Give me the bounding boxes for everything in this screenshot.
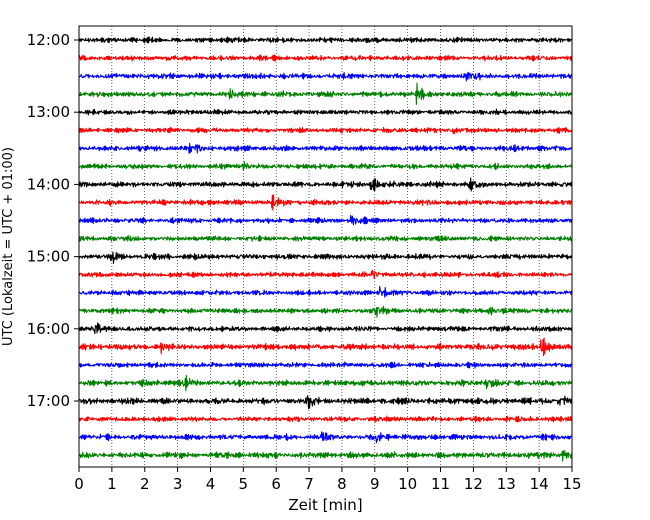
x-tick-label: 10 (398, 475, 417, 493)
x-tick-label: 7 (304, 475, 314, 493)
trace-line (78, 337, 573, 357)
trace-line (78, 234, 573, 242)
y-tick-label: 16:00 (27, 320, 70, 338)
x-tick-label: 15 (562, 475, 581, 493)
trace-line (78, 415, 573, 423)
x-tick-label: 5 (239, 475, 249, 493)
y-tick-label: 17:00 (27, 392, 70, 410)
trace-line (78, 108, 573, 116)
trace-line (78, 142, 573, 154)
x-tick-label: 3 (173, 475, 183, 493)
x-tick-label: 1 (107, 475, 117, 493)
y-tick-label: 13:00 (27, 103, 70, 121)
y-axis-ticks: 12:00 13:00 14:00 15:00 16:00 17:00 (27, 31, 79, 410)
trace-line (78, 361, 573, 369)
trace-line (78, 305, 573, 318)
trace-line (78, 82, 573, 105)
trace-line (78, 126, 573, 135)
x-tick-label: 9 (370, 475, 380, 493)
trace-line (78, 322, 573, 335)
trace-line (78, 54, 573, 62)
trace-line (78, 251, 573, 264)
trace-line (78, 286, 573, 298)
x-tick-label: 13 (497, 475, 516, 493)
x-tick-label: 0 (74, 475, 84, 493)
x-tick-label: 6 (271, 475, 281, 493)
trace-line (78, 71, 573, 82)
trace-line (78, 395, 573, 410)
trace-line (78, 449, 573, 462)
trace-line (78, 214, 573, 226)
trace-line (78, 269, 573, 280)
y-axis-label: UTC (Lokalzeit = UTC + 01:00) (1, 147, 16, 346)
x-axis-label: Zeit [min] (288, 496, 362, 514)
x-tick-label: 12 (464, 475, 483, 493)
x-tick-label: 11 (431, 475, 450, 493)
x-tick-label: 14 (530, 475, 549, 493)
y-tick-label: 15:00 (27, 248, 70, 266)
trace-line (78, 161, 573, 171)
trace-line (78, 431, 573, 444)
plot-frame (78, 25, 573, 468)
trace-line (78, 177, 573, 192)
x-axis-ticks: 0 1 2 3 4 5 6 7 8 9 10 11 12 13 14 15 (74, 467, 582, 493)
trace-line (78, 374, 573, 392)
trace-line (78, 194, 573, 211)
trace-line (78, 36, 573, 44)
x-tick-label: 2 (140, 475, 150, 493)
seismogram-traces (78, 36, 573, 462)
y-tick-label: 14:00 (27, 175, 70, 193)
y-tick-label: 12:00 (27, 31, 70, 49)
x-tick-label: 4 (206, 475, 216, 493)
x-tick-label: 8 (337, 475, 347, 493)
